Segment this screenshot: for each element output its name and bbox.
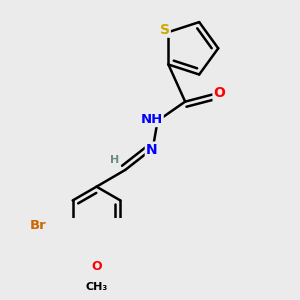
Text: Br: Br (29, 219, 46, 232)
Text: S: S (160, 23, 170, 37)
Text: CH₃: CH₃ (85, 282, 108, 292)
Text: NH: NH (140, 113, 163, 126)
Text: O: O (91, 260, 102, 273)
Text: N: N (146, 142, 158, 157)
Text: H: H (110, 155, 119, 165)
Text: O: O (214, 86, 225, 100)
